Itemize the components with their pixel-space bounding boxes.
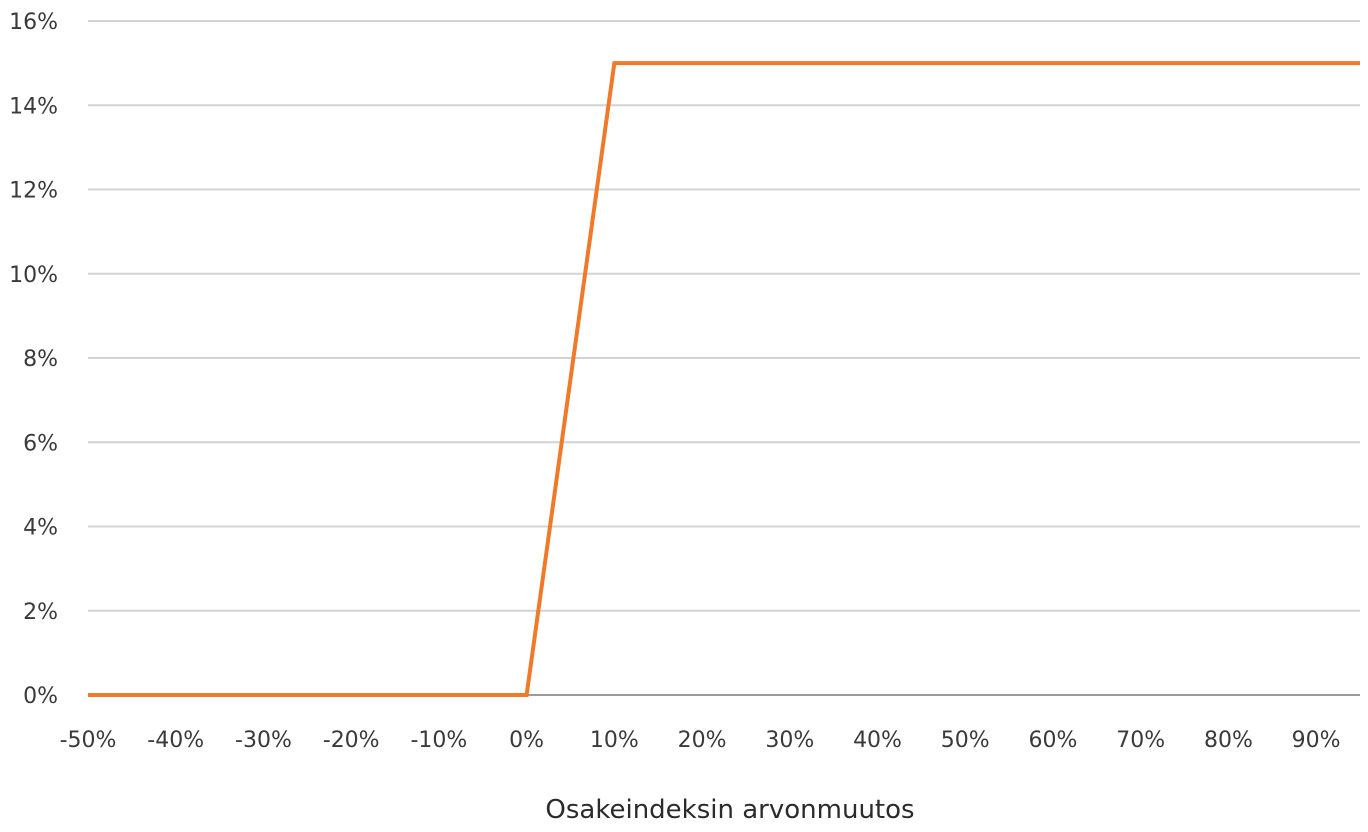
y-tick-label: 14% (9, 94, 58, 119)
y-tick-labels: 0% 2% 4% 6% 8% 10% 12% 14% 16% (9, 10, 58, 709)
x-tick-label: 60% (1029, 728, 1078, 753)
gridlines (88, 20, 1360, 696)
series-line (88, 61, 1360, 697)
x-tick-label: 80% (1204, 728, 1253, 753)
y-tick-label: 10% (9, 263, 58, 288)
x-tick-label: -10% (410, 728, 467, 753)
x-tick-label: 90% (1292, 728, 1341, 753)
x-tick-label: 30% (765, 728, 814, 753)
x-tick-label: 20% (678, 728, 727, 753)
y-tick-label: 6% (23, 431, 58, 456)
x-tick-label: 40% (853, 728, 902, 753)
y-tick-label: 16% (9, 10, 58, 35)
x-axis-title: Osakeindeksin arvonmuutos (545, 795, 914, 825)
x-tick-label: -30% (235, 728, 292, 753)
x-tick-label: 70% (1116, 728, 1165, 753)
y-tick-label: 4% (23, 516, 58, 541)
y-tick-label: 12% (9, 179, 58, 204)
y-tick-label: 0% (23, 684, 58, 709)
x-tick-label: 0% (509, 728, 544, 753)
x-tick-label: 10% (590, 728, 639, 753)
x-tick-label: -40% (147, 728, 204, 753)
x-tick-label: -50% (60, 728, 117, 753)
x-tick-label: -20% (323, 728, 380, 753)
x-tick-labels: -50% -40% -30% -20% -10% 0% 10% 20% 30% 40% 50% 60%… (60, 728, 1341, 753)
y-tick-label: 2% (23, 600, 58, 625)
series-group (88, 61, 1360, 697)
y-tick-label: 8% (23, 347, 58, 372)
x-tick-label: 50% (941, 728, 990, 753)
